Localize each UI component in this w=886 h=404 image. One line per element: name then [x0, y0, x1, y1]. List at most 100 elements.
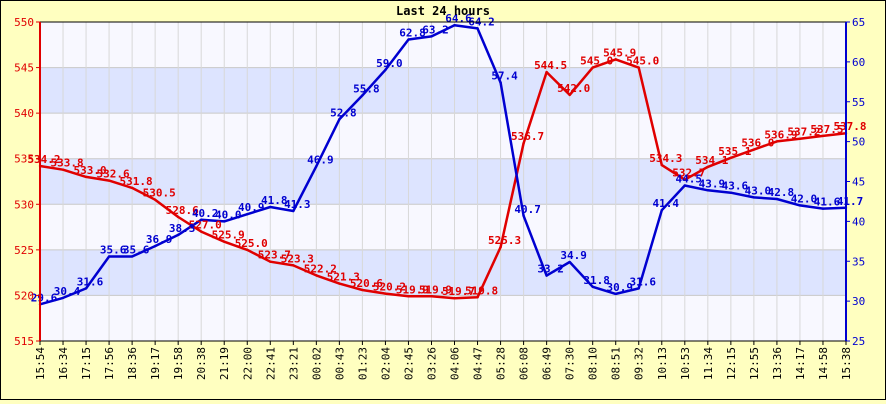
data-label: 532.6: [97, 168, 130, 181]
data-point: [683, 184, 686, 187]
data-label: 31.6: [629, 275, 656, 288]
x-tick-label: 13:36: [771, 347, 784, 380]
data-point: [614, 292, 617, 296]
data-label: 40.0: [215, 208, 242, 221]
data-point: [176, 233, 180, 237]
x-tick-label: 20:38: [195, 347, 208, 380]
data-label: 43.0: [745, 184, 772, 197]
data-label: 43.6: [722, 180, 749, 193]
data-label: 59.0: [376, 57, 403, 70]
data-label: 522.2: [304, 262, 337, 275]
x-tick-label: 00:02: [310, 347, 323, 380]
left-tick-label: 540: [14, 107, 34, 120]
data-label: 30.4: [54, 285, 81, 298]
data-point: [499, 245, 502, 249]
data-point: [246, 248, 249, 252]
data-point: [660, 163, 663, 167]
right-tick-label: 40: [852, 215, 865, 228]
data-label: 42.0: [791, 192, 818, 205]
data-point: [338, 118, 341, 121]
data-label: 34.9: [560, 249, 587, 262]
data-point: [200, 230, 203, 233]
data-label: 35.6: [100, 243, 127, 256]
data-point: [453, 23, 456, 27]
data-label: 46.9: [307, 153, 334, 166]
data-label: 532.7: [672, 167, 705, 180]
x-tick-label: 14:17: [794, 347, 807, 380]
data-label: 542.0: [557, 82, 590, 95]
x-tick-label: 19:17: [149, 347, 162, 380]
data-point: [361, 288, 364, 292]
right-tick-label: 60: [852, 56, 865, 69]
data-label: 519.8: [465, 284, 498, 297]
x-tick-label: 02:45: [402, 347, 415, 380]
data-label: 44.5: [676, 172, 703, 185]
x-tick-label: 22:00: [241, 347, 254, 380]
data-point: [568, 260, 571, 264]
data-label: 525.9: [212, 229, 245, 242]
right-tick-label: 55: [852, 96, 865, 109]
data-point: [591, 285, 594, 288]
data-point: [637, 287, 640, 290]
data-point: [706, 189, 710, 192]
data-point: [384, 68, 387, 72]
x-tick-label: 05:28: [495, 347, 508, 380]
left-tick-label: 550: [14, 16, 34, 29]
data-label: 534.3: [649, 152, 682, 165]
data-point: [223, 220, 226, 223]
data-point: [591, 66, 594, 69]
x-tick-label: 08:51: [610, 347, 623, 380]
data-point: [200, 218, 203, 221]
data-label: 30.9: [606, 281, 633, 294]
data-label: 533.0: [73, 164, 106, 177]
data-point: [107, 179, 111, 182]
data-label: 544.5: [534, 59, 567, 72]
data-point: [407, 38, 410, 41]
data-point: [775, 197, 779, 201]
data-label: 537.2: [787, 126, 820, 139]
data-label: 519.9: [396, 283, 429, 296]
data-label: 41.4: [653, 197, 680, 210]
right-tick-label: 45: [852, 176, 865, 189]
data-point: [292, 264, 295, 267]
x-tick-label: 12:55: [748, 347, 761, 380]
data-point: [176, 215, 180, 219]
data-label: 55.8: [353, 82, 380, 95]
series-line-right: [39, 23, 847, 306]
data-point: [499, 81, 502, 84]
data-point: [522, 214, 525, 217]
data-point: [292, 209, 295, 213]
data-point: [637, 66, 640, 69]
data-label: 43.9: [699, 177, 726, 190]
data-label: 62.8: [399, 27, 426, 40]
data-point: [361, 94, 364, 97]
data-label: 41.7: [837, 195, 864, 208]
data-point: [338, 282, 341, 285]
data-label: 537.5: [810, 123, 843, 136]
data-point: [61, 296, 65, 300]
data-label: 519.9: [419, 283, 452, 296]
data-label: 36.9: [146, 233, 173, 246]
data-label: 523.3: [281, 252, 314, 265]
x-tick-label: 21:19: [218, 347, 231, 380]
x-tick-label: 15:54: [34, 347, 47, 380]
x-tick-label: 17:15: [80, 347, 93, 380]
data-point: [614, 58, 617, 61]
x-tick-label: 18:36: [126, 347, 139, 380]
data-label: 534.2: [27, 153, 60, 166]
right-tick-label: 65: [852, 16, 865, 29]
data-point: [683, 178, 686, 181]
data-point: [130, 255, 134, 258]
data-point: [61, 168, 65, 171]
x-tick-label: 23:21: [287, 347, 300, 380]
data-label: 534.1: [695, 154, 728, 167]
left-tick-label: 530: [14, 198, 34, 211]
x-tick-label: 10:13: [656, 347, 669, 380]
left-tick-label: 515: [14, 335, 34, 348]
data-label: 525.0: [235, 237, 268, 250]
data-point: [821, 207, 825, 210]
data-point: [453, 296, 456, 300]
data-label: 41.8: [261, 194, 288, 207]
